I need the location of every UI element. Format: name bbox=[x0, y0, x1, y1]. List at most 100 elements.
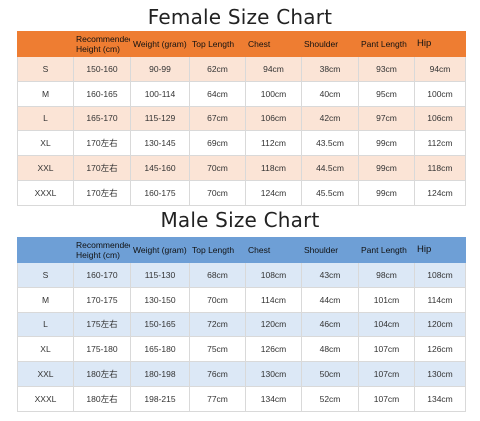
table-cell: 70cm bbox=[189, 155, 246, 181]
size-label-cell: M bbox=[17, 286, 74, 313]
male-header-row: Recommended Height (cm) Weight (gram) Top … bbox=[17, 237, 466, 263]
table-cell: 175-180 bbox=[73, 336, 131, 363]
table-cell: 77cm bbox=[189, 385, 246, 412]
table-cell: 120cm bbox=[245, 311, 302, 338]
male-header-cell: Pant Length bbox=[358, 237, 415, 263]
table-cell: 126cm bbox=[245, 336, 302, 363]
male-header-cell: Chest bbox=[245, 237, 302, 263]
size-label-cell: S bbox=[17, 56, 74, 82]
table-cell: 99cm bbox=[358, 179, 415, 206]
female-header-cell: Recommended Height (cm) bbox=[73, 31, 131, 57]
table-cell: 38cm bbox=[301, 56, 359, 82]
table-cell: 101cm bbox=[358, 286, 415, 313]
table-cell: 198-215 bbox=[130, 385, 190, 412]
female-header-cell: Shoulder bbox=[301, 31, 359, 57]
size-label-cell: XXXL bbox=[17, 179, 74, 206]
table-row: XXXL 170左右 160-175 70cm 124cm 45.5cm 99cm 124cm bbox=[17, 179, 466, 206]
table-cell: 134cm bbox=[245, 385, 302, 412]
table-row: L 165-170 115-129 67cm 106cm 42cm 97cm 106cm bbox=[17, 105, 466, 132]
table-cell: 93cm bbox=[358, 56, 415, 82]
table-cell: 130-145 bbox=[130, 130, 190, 157]
table-cell: 90-99 bbox=[130, 56, 190, 82]
table-cell: 145-160 bbox=[130, 155, 190, 181]
table-cell: 106cm bbox=[245, 105, 302, 132]
male-header-cell: Shoulder bbox=[301, 237, 359, 263]
table-cell: 70cm bbox=[189, 179, 246, 206]
table-cell: 106cm bbox=[414, 105, 466, 132]
table-cell: 160-175 bbox=[130, 179, 190, 206]
table-row: XL 170左右 130-145 69cm 112cm 43.5cm 99cm 112cm bbox=[17, 130, 466, 157]
female-header-cell: Top Length bbox=[189, 31, 246, 57]
male-size-table: Recommended Height (cm) Weight (gram) Top … bbox=[17, 237, 466, 412]
table-cell: 170-175 bbox=[73, 286, 131, 313]
table-cell: 40cm bbox=[301, 80, 359, 107]
table-cell: 114cm bbox=[414, 286, 466, 313]
table-cell: 42cm bbox=[301, 105, 359, 132]
male-size-chart-title: Male Size Chart bbox=[160, 208, 320, 232]
female-table-body: S 150-160 90-99 62cm 94cm 38cm 93cm 94cm M 160-16… bbox=[17, 56, 466, 206]
table-row: M 170-175 130-150 70cm 114cm 44cm 101cm 114cm bbox=[17, 286, 466, 313]
table-cell: 114cm bbox=[245, 286, 302, 313]
table-row: XL 175-180 165-180 75cm 126cm 48cm 107cm 126cm bbox=[17, 336, 466, 363]
table-cell: 95cm bbox=[358, 80, 415, 107]
female-size-table: Recommended Height (cm) Weight (gram) Top … bbox=[17, 31, 466, 206]
table-cell: 48cm bbox=[301, 336, 359, 363]
table-cell: 67cm bbox=[189, 105, 246, 132]
table-cell: 52cm bbox=[301, 385, 359, 412]
table-cell: 170左右 bbox=[73, 155, 131, 181]
table-cell: 124cm bbox=[245, 179, 302, 206]
table-cell: 112cm bbox=[245, 130, 302, 157]
table-cell: 43.5cm bbox=[301, 130, 359, 157]
female-header-cell: Hip bbox=[414, 31, 466, 57]
table-row: S 150-160 90-99 62cm 94cm 38cm 93cm 94cm bbox=[17, 56, 466, 82]
table-cell: 134cm bbox=[414, 385, 466, 412]
table-cell: 100cm bbox=[245, 80, 302, 107]
female-size-chart-title: Female Size Chart bbox=[147, 5, 333, 29]
size-label-cell: XL bbox=[17, 130, 74, 157]
table-row: S 160-170 115-130 68cm 108cm 43cm 98cm 108cm bbox=[17, 262, 466, 288]
table-cell: 118cm bbox=[245, 155, 302, 181]
table-cell: 150-160 bbox=[73, 56, 131, 82]
table-cell: 170左右 bbox=[73, 130, 131, 157]
table-cell: 99cm bbox=[358, 155, 415, 181]
table-cell: 160-170 bbox=[73, 262, 131, 288]
table-cell: 94cm bbox=[245, 56, 302, 82]
table-cell: 115-129 bbox=[130, 105, 190, 132]
table-cell: 97cm bbox=[358, 105, 415, 132]
table-cell: 69cm bbox=[189, 130, 246, 157]
male-header-cell: Top Length bbox=[189, 237, 246, 263]
table-cell: 70cm bbox=[189, 286, 246, 313]
table-cell: 44.5cm bbox=[301, 155, 359, 181]
table-cell: 75cm bbox=[189, 336, 246, 363]
table-cell: 130-150 bbox=[130, 286, 190, 313]
male-header-cell: Hip bbox=[414, 237, 466, 263]
size-label-cell: XXL bbox=[17, 155, 74, 181]
table-cell: 107cm bbox=[358, 385, 415, 412]
table-cell: 118cm bbox=[414, 155, 466, 181]
size-label-cell: L bbox=[17, 311, 74, 338]
table-cell: 130cm bbox=[245, 361, 302, 387]
table-row: M 160-165 100-114 64cm 100cm 40cm 95cm 100cm bbox=[17, 80, 466, 107]
table-cell: 175左右 bbox=[73, 311, 131, 338]
table-cell: 165-180 bbox=[130, 336, 190, 363]
table-cell: 124cm bbox=[414, 179, 466, 206]
table-cell: 68cm bbox=[189, 262, 246, 288]
table-cell: 94cm bbox=[414, 56, 466, 82]
table-cell: 64cm bbox=[189, 80, 246, 107]
female-header-cell: Chest bbox=[245, 31, 302, 57]
female-header-cell bbox=[17, 31, 74, 57]
table-cell: 112cm bbox=[414, 130, 466, 157]
table-cell: 104cm bbox=[358, 311, 415, 338]
female-header-cell: Pant Length bbox=[358, 31, 415, 57]
table-cell: 62cm bbox=[189, 56, 246, 82]
table-cell: 44cm bbox=[301, 286, 359, 313]
table-row: L 175左右 150-165 72cm 120cm 46cm 104cm 120cm bbox=[17, 311, 466, 338]
table-cell: 107cm bbox=[358, 336, 415, 363]
table-cell: 100cm bbox=[414, 80, 466, 107]
table-cell: 98cm bbox=[358, 262, 415, 288]
table-cell: 45.5cm bbox=[301, 179, 359, 206]
table-cell: 165-170 bbox=[73, 105, 131, 132]
table-cell: 115-130 bbox=[130, 262, 190, 288]
male-header-cell: Weight (gram) bbox=[130, 237, 190, 263]
table-cell: 107cm bbox=[358, 361, 415, 387]
